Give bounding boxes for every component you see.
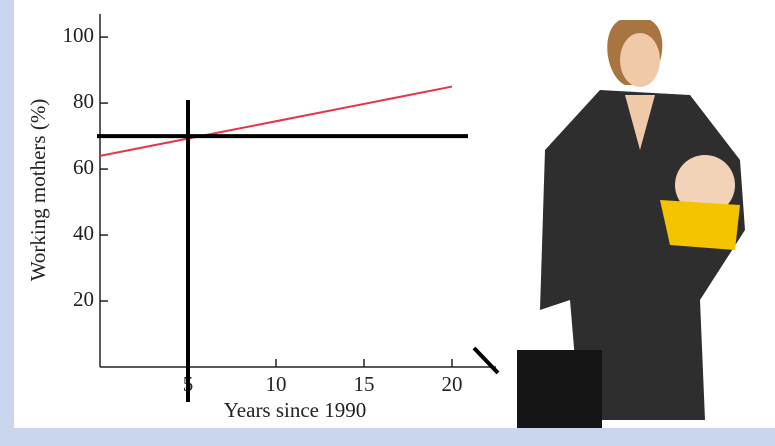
- x-tick-label: 15: [354, 372, 375, 396]
- briefcase: [517, 350, 602, 428]
- y-axis-label: Working mothers (%): [26, 99, 50, 282]
- x-axis-label: Years since 1990: [224, 398, 367, 422]
- y-tick-label: 80: [73, 89, 94, 113]
- face: [620, 33, 660, 87]
- y-tick-label: 60: [73, 155, 94, 179]
- photo: [513, 0, 775, 428]
- x-tick-label: 20: [442, 372, 463, 396]
- y-tick-label: 40: [73, 221, 94, 245]
- y-tick-label: 20: [73, 287, 94, 311]
- screenshot: Years since 1990 Working mothers (%) 20 4…: [0, 0, 775, 446]
- frame-left: [0, 0, 14, 446]
- baby-body: [660, 200, 740, 250]
- x-tick-label: 10: [266, 372, 287, 396]
- y-tick-label: 100: [63, 23, 95, 47]
- frame-bottom: [0, 428, 775, 446]
